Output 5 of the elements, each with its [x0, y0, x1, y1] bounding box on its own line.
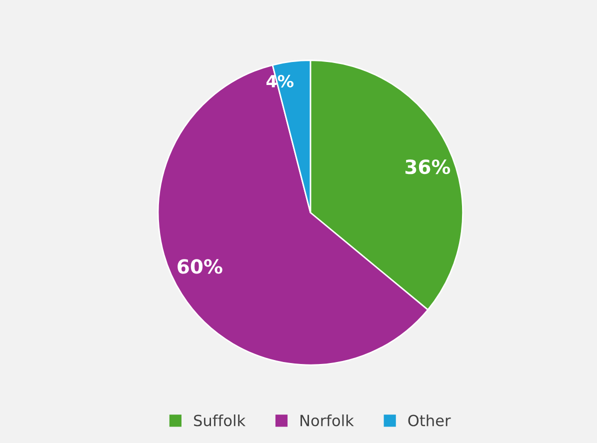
data-label: 36% [406, 159, 450, 174]
data-label: 60% [178, 259, 222, 274]
legend-label: Norfolk [300, 414, 354, 426]
legend-label: Other [408, 414, 451, 426]
legend-label: Suffolk [194, 414, 246, 426]
